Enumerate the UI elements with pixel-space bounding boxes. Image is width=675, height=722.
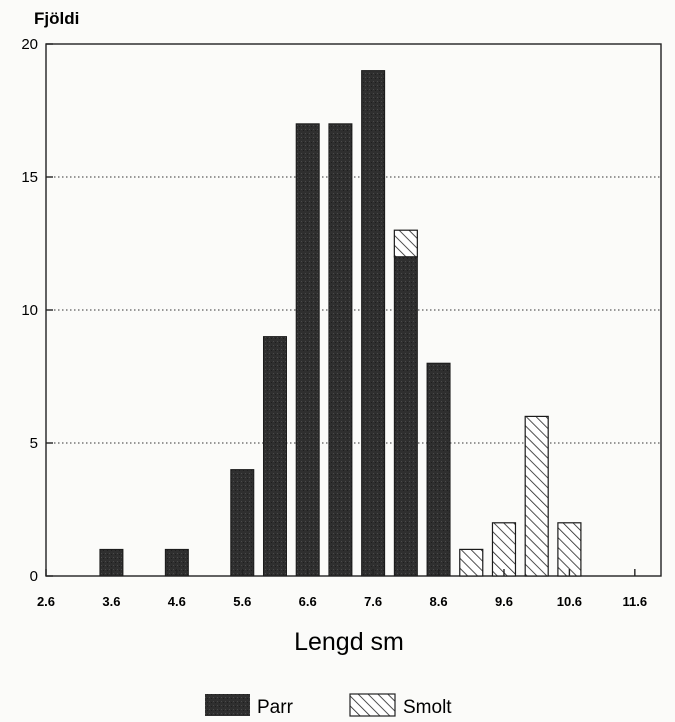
grid-lines bbox=[46, 176, 661, 444]
legend-label-parr: Parr bbox=[257, 697, 294, 718]
x-tick-label: 5.6 bbox=[233, 594, 251, 609]
legend-label-smolt: Smolt bbox=[403, 697, 452, 718]
bar-smolt bbox=[393, 229, 418, 258]
y-tick-label: 10 bbox=[21, 302, 38, 319]
x-tick-label: 3.6 bbox=[102, 594, 120, 609]
legend-swatch-parr bbox=[205, 694, 250, 716]
bar-smolt bbox=[459, 548, 484, 577]
bar-parr bbox=[295, 123, 320, 577]
x-tick-label: 7.6 bbox=[364, 594, 382, 609]
x-tick-label: 2.6 bbox=[37, 594, 55, 609]
bars bbox=[99, 70, 582, 577]
bar-parr bbox=[361, 70, 386, 577]
y-axis-ticks: 0 5 10 15 20 bbox=[21, 36, 53, 585]
bar-parr bbox=[230, 469, 255, 577]
legend-swatch-smolt bbox=[349, 693, 396, 717]
x-tick-label: 4.6 bbox=[168, 594, 186, 609]
y-tick-label: 0 bbox=[30, 568, 38, 585]
bar-smolt bbox=[491, 522, 517, 577]
y-tick-label: 15 bbox=[21, 169, 38, 186]
x-tick-label: 8.6 bbox=[430, 594, 448, 609]
y-axis-title: Fjöldi bbox=[34, 9, 79, 28]
legend: Parr Smolt bbox=[205, 693, 452, 718]
bar-smolt bbox=[557, 522, 582, 577]
x-tick-label: 11.6 bbox=[623, 594, 648, 609]
y-tick-label: 5 bbox=[30, 435, 38, 452]
bar-parr bbox=[393, 256, 418, 577]
bar-parr bbox=[262, 336, 287, 577]
bar-parr bbox=[426, 362, 451, 577]
y-tick-label: 20 bbox=[21, 36, 38, 53]
x-axis-title: Lengd sm bbox=[294, 628, 404, 656]
x-axis-ticks: 2.6 3.6 4.6 5.6 6.6 7.6 8.6 9.6 10.6 11.6 bbox=[37, 569, 647, 609]
bar-parr bbox=[328, 123, 353, 577]
x-tick-label: 6.6 bbox=[299, 594, 317, 609]
x-tick-label: 10.6 bbox=[557, 594, 582, 609]
bar-smolt bbox=[524, 415, 549, 577]
x-tick-label: 9.6 bbox=[495, 594, 513, 609]
